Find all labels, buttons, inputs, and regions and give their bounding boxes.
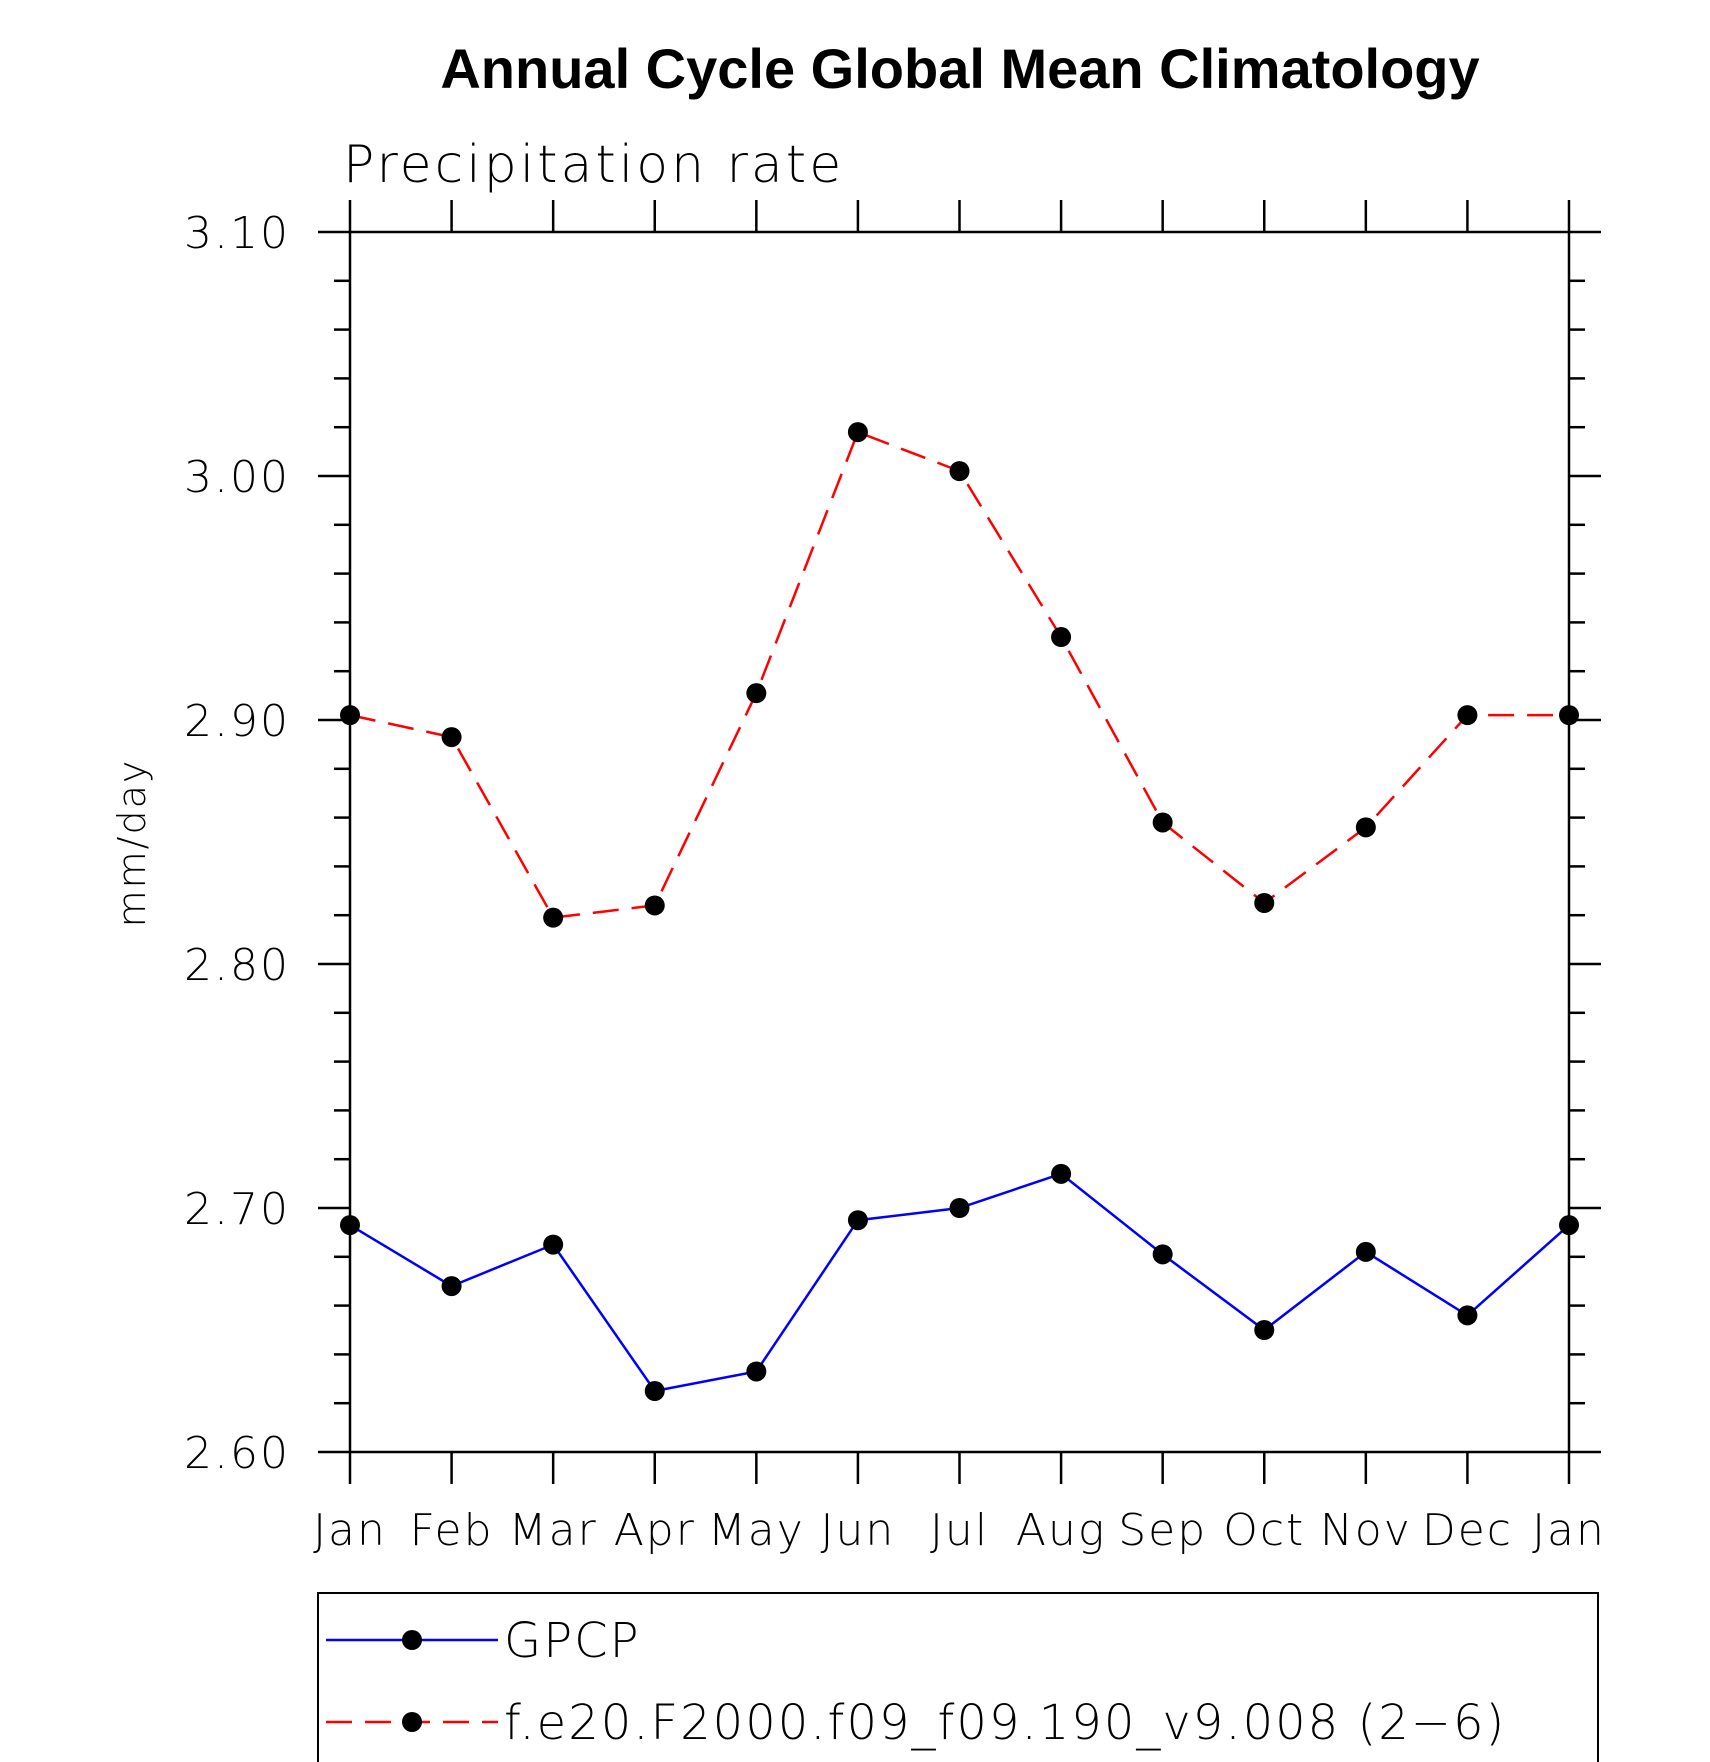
series-0-point <box>1355 1241 1376 1262</box>
series-1-point <box>441 727 462 748</box>
series-0-point <box>847 1210 868 1231</box>
series-1-point <box>847 422 868 443</box>
series-0-point <box>1457 1305 1478 1326</box>
legend-marker-model <box>402 1712 422 1732</box>
series-0-point <box>441 1276 462 1297</box>
y-axis-label: mm/day <box>110 759 154 928</box>
x-tick-label: Aug <box>1016 1505 1106 1556</box>
series-0-point <box>949 1198 970 1218</box>
x-tick-label: Mar <box>509 1505 598 1556</box>
x-tick-label: Dec <box>1422 1505 1513 1556</box>
series-0-point <box>1254 1320 1275 1340</box>
series-0-point <box>1559 1215 1579 1236</box>
axes: Jan Feb Mar Apr May Jun Jul Aug Sep Oct Nov Dec Jan 2… <box>184 200 1606 1556</box>
series-0-point <box>746 1361 767 1382</box>
y-tick-label: 2.60 <box>184 1428 290 1479</box>
series-0-point <box>1152 1244 1173 1265</box>
series-0-point <box>340 1215 360 1236</box>
chart-subtitle: Precipitation rate <box>343 135 844 195</box>
x-tick-label: Feb <box>410 1505 494 1556</box>
series-1-point <box>1254 893 1275 913</box>
series-0-point <box>543 1234 564 1255</box>
series-1-point <box>746 683 767 704</box>
y-tick-label: 2.70 <box>184 1184 290 1235</box>
series-0-point <box>1051 1163 1072 1184</box>
y-tick-label: 3.00 <box>184 452 290 503</box>
x-tick-label: Oct <box>1223 1505 1305 1556</box>
series-0-point <box>644 1381 665 1401</box>
chart-title: Annual Cycle Global Mean Climatology <box>440 37 1479 100</box>
y-tick-label: 2.90 <box>184 696 290 747</box>
series-1-point <box>1152 812 1173 833</box>
series-1-point <box>543 907 564 928</box>
series-1-point <box>1457 705 1478 726</box>
series-1-point <box>1355 817 1376 838</box>
legend-box <box>317 1592 1599 1762</box>
x-tick-label: Jun <box>821 1505 896 1556</box>
series-line-1 <box>349 430 1569 919</box>
y-tick-label: 2.80 <box>184 940 290 991</box>
x-tick-label: Jul <box>930 1505 989 1556</box>
x-tick-label: Jan <box>313 1505 387 1556</box>
series-lines <box>349 430 1570 1393</box>
x-tick-label: May <box>708 1505 805 1556</box>
plot-frame <box>348 230 1571 1454</box>
series-1-point <box>1559 705 1579 726</box>
legend-label-gpcp: GPCP <box>504 1613 641 1669</box>
x-tick-label: Sep <box>1118 1505 1207 1556</box>
legend-label-model: f.e20.F2000.f09_f09.190_v9.008 (2−6) <box>504 1695 1506 1751</box>
x-tick-label: Jan <box>1532 1505 1606 1556</box>
series-1-point <box>949 461 970 482</box>
legend: GPCP f.e20.F2000.f09_f09.190_v9.008 (2−6… <box>317 1592 1599 1762</box>
x-tick-label: Nov <box>1320 1505 1412 1556</box>
series-1-point <box>340 705 360 726</box>
y-tick-label: 3.10 <box>184 208 290 259</box>
x-tick-label: Apr <box>614 1505 696 1556</box>
series-markers <box>340 422 1579 1401</box>
series-1-point <box>644 895 665 916</box>
legend-marker-gpcp <box>402 1630 422 1650</box>
series-1-point <box>1051 627 1072 648</box>
